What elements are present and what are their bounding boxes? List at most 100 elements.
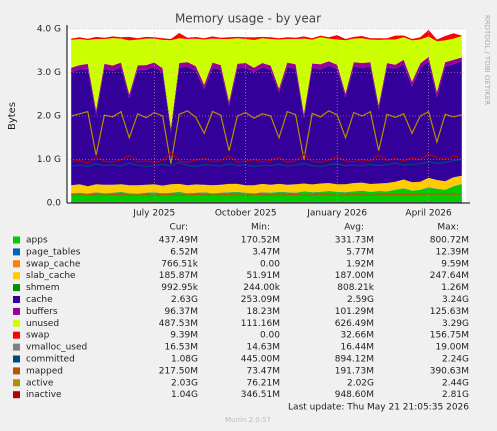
legend-stat: 346.51M bbox=[241, 390, 280, 400]
legend-stat: 766.51k bbox=[161, 259, 198, 269]
legend-name: active bbox=[26, 378, 54, 388]
legend-swatch bbox=[13, 331, 20, 339]
legend-stat: 487.53M bbox=[159, 319, 198, 329]
area bbox=[71, 175, 462, 194]
legend-stat: 800.72M bbox=[430, 236, 469, 246]
legend-stat: 3.29G bbox=[442, 319, 469, 329]
y-tick-label: 3.0 G bbox=[37, 68, 61, 78]
legend-stat: 331.73M bbox=[335, 236, 374, 246]
legend-swatch bbox=[13, 296, 20, 303]
version: Munin 2.0.57 bbox=[225, 416, 271, 424]
legend-stat: 0.00 bbox=[260, 259, 280, 269]
legend-swatch bbox=[13, 236, 20, 244]
legend-stat: 14.63M bbox=[246, 343, 280, 353]
legend-header: Cur: bbox=[169, 223, 188, 233]
legend-swatch bbox=[13, 260, 20, 268]
legend-swatch bbox=[13, 248, 20, 256]
legend-stat: 0.00 bbox=[260, 331, 280, 341]
line bbox=[71, 110, 462, 164]
last-update: Last update: Thu May 21 21:05:35 2026 bbox=[288, 403, 469, 413]
legend-stat: 217.50M bbox=[159, 366, 198, 376]
area bbox=[71, 56, 462, 133]
legend-name: shmem bbox=[26, 283, 59, 293]
legend-stat: 247.64M bbox=[430, 271, 469, 281]
legend-stat: 170.52M bbox=[241, 236, 280, 246]
legend-stat: 156.75M bbox=[430, 331, 469, 341]
area bbox=[71, 184, 462, 203]
legend-stat: 191.73M bbox=[335, 366, 374, 376]
legend-name: swap_cache bbox=[26, 259, 81, 269]
legend-name: vmalloc_used bbox=[26, 343, 87, 353]
x-tick-label: October 2025 bbox=[215, 209, 277, 219]
legend-stat: 626.49M bbox=[335, 319, 374, 329]
legend-stat: 445.00M bbox=[241, 355, 280, 365]
legend-stat: 9.39M bbox=[170, 331, 198, 341]
legend-stat: 3.24G bbox=[442, 295, 469, 305]
legend-stat: 808.21k bbox=[337, 283, 374, 293]
legend-stat: 992.95k bbox=[161, 283, 198, 293]
legend-swatch bbox=[13, 379, 20, 387]
legend-stat: 244.00k bbox=[243, 283, 280, 293]
legend-stat: 185.87M bbox=[159, 271, 198, 281]
legend-stat: 12.39M bbox=[435, 247, 469, 257]
chart-title: Memory usage - by year bbox=[175, 12, 321, 26]
legend-header: Avg: bbox=[344, 223, 364, 233]
legend-swatch bbox=[13, 343, 20, 351]
legend-swatch bbox=[13, 319, 20, 327]
legend-stat: 96.37M bbox=[164, 307, 198, 317]
area bbox=[71, 30, 462, 42]
legend-name: swap bbox=[26, 331, 50, 341]
legend-stat: 2.63G bbox=[171, 295, 198, 305]
legend-swatch bbox=[13, 272, 20, 280]
legend-stat: 894.12M bbox=[335, 355, 374, 365]
legend-swatch bbox=[13, 307, 20, 315]
legend-name: unused bbox=[26, 319, 59, 329]
x-tick-label: January 2026 bbox=[306, 209, 367, 219]
legend-stat: 1.26M bbox=[441, 283, 469, 293]
legend-stat: 2.59G bbox=[347, 295, 374, 305]
legend-stat: 2.03G bbox=[171, 378, 198, 388]
legend-stat: 16.53M bbox=[164, 343, 198, 353]
legend-header: Max: bbox=[437, 223, 459, 233]
watermark: RRDTOOL / TOBI OETIKER bbox=[483, 15, 491, 105]
legend-stat: 111.16M bbox=[241, 319, 280, 329]
legend-stat: 16.44M bbox=[340, 343, 374, 353]
legend-swatch bbox=[13, 284, 20, 292]
legend-name: inactive bbox=[26, 390, 62, 400]
legend-stat: 187.00M bbox=[335, 271, 374, 281]
legend-stat: 437.49M bbox=[159, 236, 198, 246]
area bbox=[71, 36, 462, 129]
legend-stat: 253.09M bbox=[241, 295, 280, 305]
legend-stat: 18.23M bbox=[246, 307, 280, 317]
y-tick-label: 1.0 G bbox=[37, 155, 61, 165]
y-tick-label: 2.0 G bbox=[37, 112, 61, 122]
legend-stat: 390.63M bbox=[430, 366, 469, 376]
legend-name: mapped bbox=[26, 366, 63, 376]
legend-stat: 9.59M bbox=[441, 259, 469, 269]
legend-swatch bbox=[13, 367, 20, 375]
legend-name: committed bbox=[26, 355, 75, 365]
legend-stat: 51.91M bbox=[246, 271, 280, 281]
legend-stat: 2.44G bbox=[442, 378, 469, 388]
legend-name: slab_cache bbox=[26, 271, 76, 281]
legend-header: Min: bbox=[251, 223, 270, 233]
legend-stat: 1.08G bbox=[171, 355, 198, 365]
legend-name: cache bbox=[26, 295, 53, 305]
legend-stat: 1.92M bbox=[346, 259, 374, 269]
line bbox=[71, 158, 462, 168]
x-tick-label: July 2025 bbox=[132, 209, 175, 219]
legend-stat: 948.60M bbox=[335, 390, 374, 400]
legend-stat: 32.66M bbox=[340, 331, 374, 341]
legend-stat: 101.29M bbox=[335, 307, 374, 317]
line bbox=[71, 152, 462, 164]
legend-name: apps bbox=[26, 236, 48, 246]
y-tick-label: 0.0 bbox=[47, 199, 62, 209]
y-axis-label: Bytes bbox=[7, 102, 18, 130]
legend-stat: 2.24G bbox=[442, 355, 469, 365]
legend-swatch bbox=[13, 355, 20, 363]
legend-stat: 2.02G bbox=[347, 378, 374, 388]
legend-stat: 1.04G bbox=[171, 390, 198, 400]
legend-name: buffers bbox=[26, 307, 58, 317]
area bbox=[71, 184, 462, 194]
legend-stat: 6.52M bbox=[170, 247, 198, 257]
